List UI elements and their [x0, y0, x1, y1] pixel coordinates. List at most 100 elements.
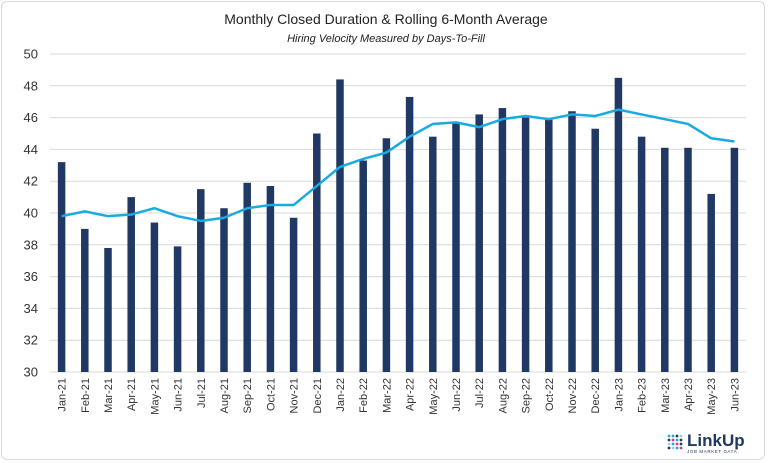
bar: [313, 133, 321, 372]
x-tick-label: Mar-21: [103, 378, 115, 413]
y-tick-label: 50: [24, 47, 38, 62]
x-tick-label: Sep-21: [242, 378, 254, 413]
bar: [81, 228, 89, 372]
x-tick-label: Jun-23: [729, 378, 741, 412]
y-tick-label: 40: [24, 206, 38, 221]
logo-dot: [675, 434, 679, 438]
linkup-logo: LinkUp JOB MARKET DATA: [667, 431, 745, 454]
logo-dot: [671, 434, 675, 438]
logo-dot: [667, 438, 671, 442]
bar: [104, 247, 112, 372]
x-tick-label: Aug-22: [497, 378, 509, 413]
x-tick-label: Jan-22: [335, 378, 347, 412]
bar: [730, 147, 739, 372]
rolling-average-line: [61, 108, 735, 223]
y-tick-label: 46: [24, 110, 38, 125]
x-tick-label: Mar-23: [660, 378, 672, 413]
x-tick-label: Apr-22: [405, 378, 417, 411]
logo-dot: [671, 438, 675, 442]
bar: [150, 222, 159, 372]
logo-dot: [667, 442, 671, 446]
logo-tagline: JOB MARKET DATA: [687, 449, 737, 454]
x-tick-label: Jun-22: [451, 378, 463, 412]
bar: [127, 197, 135, 372]
y-axis-tick-labels: 30 32 34 36 38 40 42 44 46 48 50: [24, 47, 38, 380]
x-tick-label: Mar-22: [381, 378, 393, 413]
bar: [220, 208, 228, 372]
bar: [382, 138, 391, 372]
x-tick-label: Jul-21: [196, 378, 208, 408]
bar: [614, 77, 623, 372]
bar: [266, 185, 275, 372]
x-tick-label: Jun-21: [173, 378, 185, 412]
y-tick-label: 34: [24, 301, 38, 316]
x-tick-label: Apr-23: [683, 378, 695, 411]
x-tick-label: Oct-21: [265, 378, 277, 411]
x-tick-label: Sep-22: [521, 378, 533, 413]
line-series: [61, 108, 735, 223]
chart-subtitle: Hiring Velocity Measured by Days-To-Fill: [287, 33, 485, 45]
bar: [173, 246, 182, 372]
x-tick-label: May-23: [706, 378, 718, 415]
x-tick-label: Apr-21: [126, 378, 138, 411]
logo-name: LinkUp: [687, 431, 745, 450]
bar-series: [57, 77, 739, 373]
logo-dot: [671, 442, 675, 446]
bar: [498, 108, 507, 372]
x-tick-label: Jul-22: [474, 378, 486, 408]
x-tick-label: Jan-21: [57, 378, 69, 412]
x-tick-label: Oct-22: [544, 378, 556, 411]
x-tick-label: May-21: [149, 378, 161, 415]
bar: [545, 119, 553, 372]
bar: [452, 122, 460, 373]
logo-dot: [667, 434, 671, 438]
x-tick-label: Aug-21: [219, 378, 231, 413]
bar: [521, 117, 530, 372]
logo-dot: [679, 442, 683, 446]
logo-dot: [679, 446, 683, 450]
x-tick-label: Jan-23: [613, 378, 625, 412]
logo-dot: [667, 446, 671, 450]
x-tick-label: Dec-21: [312, 378, 324, 413]
y-tick-label: 38: [24, 237, 38, 252]
y-tick-label: 42: [24, 174, 38, 189]
x-axis-tick-labels: Jan-21 Feb-21 Mar-21 Apr-21 May-21 Jun-21 Jul-…: [57, 378, 742, 415]
bar: [661, 147, 669, 372]
logo-dot: [675, 446, 679, 450]
x-tick-label: Feb-23: [637, 378, 649, 413]
x-tick-label: May-22: [428, 378, 440, 415]
logo-dot: [679, 438, 683, 442]
bar: [475, 114, 483, 373]
y-tick-label: 36: [24, 269, 38, 284]
y-tick-label: 30: [24, 365, 38, 380]
bar: [591, 128, 599, 372]
y-tick-label: 48: [24, 78, 38, 93]
bar: [359, 160, 367, 372]
bar: [405, 96, 414, 373]
logo-dots-icon: [667, 434, 683, 450]
bar: [243, 182, 251, 372]
logo-dot: [679, 434, 683, 438]
bar: [429, 136, 437, 372]
bar: [684, 147, 692, 372]
bar: [336, 79, 344, 372]
x-tick-label: Feb-22: [358, 378, 370, 413]
bar: [707, 193, 715, 372]
chart-title: Monthly Closed Duration & Rolling 6-Mont…: [224, 11, 548, 27]
x-tick-label: Feb-21: [80, 378, 92, 413]
bar: [197, 189, 205, 372]
gridlines: [50, 53, 746, 373]
x-tick-label: Nov-21: [289, 378, 301, 413]
logo-dot: [675, 442, 679, 446]
x-tick-label: Dec-22: [590, 378, 602, 413]
y-tick-label: 32: [24, 333, 38, 348]
y-tick-label: 44: [24, 142, 38, 157]
x-tick-label: Nov-22: [567, 378, 579, 413]
bar: [289, 217, 298, 372]
bar: [568, 111, 576, 373]
bar: [57, 162, 66, 372]
logo-dot: [671, 446, 675, 450]
bar: [637, 136, 646, 372]
logo-dot: [675, 438, 679, 442]
